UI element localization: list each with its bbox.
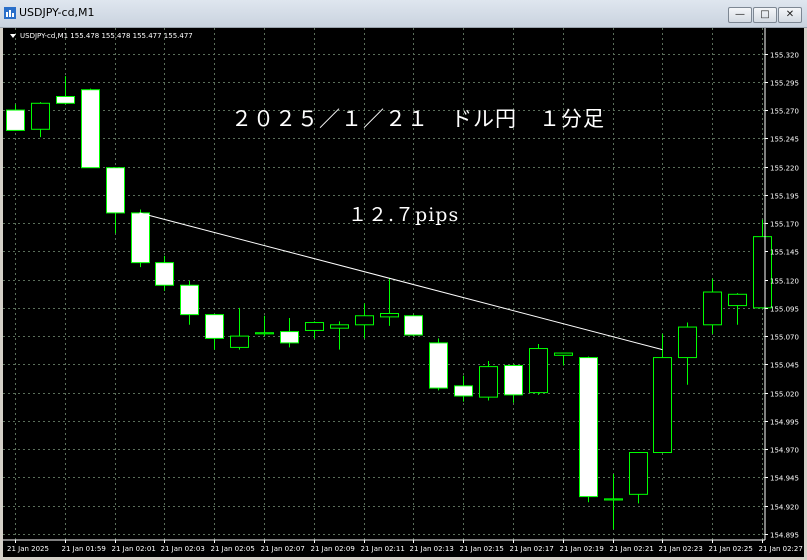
candle-bear [6, 109, 25, 131]
candle-bull [479, 366, 498, 398]
price-label: 155.045 [770, 362, 799, 370]
candle-bull [305, 322, 324, 331]
candle-bear [404, 315, 423, 336]
candle-bear [81, 89, 100, 169]
candle-bull [728, 293, 747, 307]
candle-bull [604, 498, 623, 501]
candle-bear [454, 385, 473, 397]
time-axis: 21 Jan 2025 21 Jan 01:59 21 Jan 02:01 21 Ja… [3, 539, 803, 553]
price-label: 155.170 [770, 221, 799, 229]
time-label: 21 Jan 02:01 [112, 545, 156, 553]
time-label: 21 Jan 02:09 [311, 545, 355, 553]
candle-bear [429, 342, 448, 389]
price-label: 154.995 [770, 419, 799, 427]
time-label: 21 Jan 02:05 [211, 545, 255, 553]
time-label: 21 Jan 02:19 [560, 545, 604, 553]
candle-bear [205, 314, 224, 339]
candlestick-chart[interactable]: 155.320 155.295 155.270 155.245 155.220 155.1… [3, 28, 804, 557]
time-label: 21 Jan 02:27 [759, 545, 803, 553]
price-label: 155.095 [770, 306, 799, 314]
chart-plot-area[interactable]: 155.320 155.295 155.270 155.245 155.220 155.1… [3, 28, 804, 557]
time-label: 21 Jan 02:25 [709, 545, 753, 553]
candle-bear [155, 262, 174, 286]
minimize-button[interactable]: — [728, 7, 752, 23]
candle-bull [355, 315, 374, 326]
candle-bull [653, 357, 672, 454]
time-label: 21 Jan 02:13 [410, 545, 454, 553]
candle-bear [106, 167, 125, 214]
annotation-pips: １２.７pips [348, 204, 459, 226]
time-label: 21 Jan 02:23 [659, 545, 703, 553]
candles-group [6, 76, 772, 530]
candle-bull [529, 348, 548, 394]
chart-grid [3, 28, 765, 540]
candle-bull [703, 291, 722, 326]
price-label: 154.920 [770, 504, 799, 512]
price-label: 154.895 [770, 532, 799, 540]
candle-bull [31, 102, 50, 130]
time-label: 21 Jan 02:07 [261, 545, 305, 553]
time-label: 21 Jan 02:15 [460, 545, 504, 553]
candle-bull [629, 452, 648, 495]
price-label: 154.970 [770, 447, 799, 455]
close-button[interactable]: ✕ [778, 7, 802, 23]
time-label: 21 Jan 2025 [7, 545, 49, 553]
candle-bull [678, 326, 697, 359]
candle-bull [330, 324, 349, 329]
candle-bear [280, 331, 299, 344]
maximize-button[interactable]: □ [753, 7, 777, 23]
candle-bear [131, 212, 150, 264]
candle-bear [56, 95, 75, 104]
candle-bull [230, 335, 249, 348]
time-label: 21 Jan 02:17 [510, 545, 554, 553]
price-label: 155.020 [770, 391, 799, 399]
candle-bull [380, 312, 399, 318]
price-label: 155.295 [770, 80, 799, 88]
chart-app-icon [4, 7, 16, 19]
window-title: USDJPY-cd,M1 [19, 6, 95, 19]
time-label: 21 Jan 02:21 [610, 545, 654, 553]
price-axis: 155.320 155.295 155.270 155.245 155.220 155.1… [764, 28, 799, 540]
price-label: 155.070 [770, 334, 799, 342]
candle-bull [753, 236, 772, 309]
price-label: 155.245 [770, 136, 799, 144]
time-label: 21 Jan 01:59 [62, 545, 106, 553]
time-label: 21 Jan 02:03 [161, 545, 205, 553]
price-label: 155.120 [770, 278, 799, 286]
menu-triangle-icon[interactable] [10, 34, 16, 38]
candle-bear [504, 364, 523, 396]
candle-bear [180, 284, 199, 316]
candle-bull [554, 352, 573, 356]
price-label: 155.320 [770, 52, 799, 60]
time-label: 21 Jan 02:11 [361, 545, 405, 553]
trendline[interactable] [139, 212, 663, 351]
annotation-title: ２０２５／１／２１ ドル円 １分足 [231, 107, 605, 131]
window-titlebar[interactable]: USDJPY-cd,M1 — □ ✕ [0, 0, 807, 28]
candle-bear [579, 357, 598, 498]
price-label: 154.945 [770, 475, 799, 483]
price-label: 155.220 [770, 165, 799, 173]
price-label: 155.270 [770, 108, 799, 116]
info-line: USDJPY-cd,M1 155.478 155.478 155.477 155… [20, 32, 193, 40]
price-label: 155.145 [770, 249, 799, 257]
price-label: 155.195 [770, 193, 799, 201]
candle-bull [255, 332, 274, 335]
